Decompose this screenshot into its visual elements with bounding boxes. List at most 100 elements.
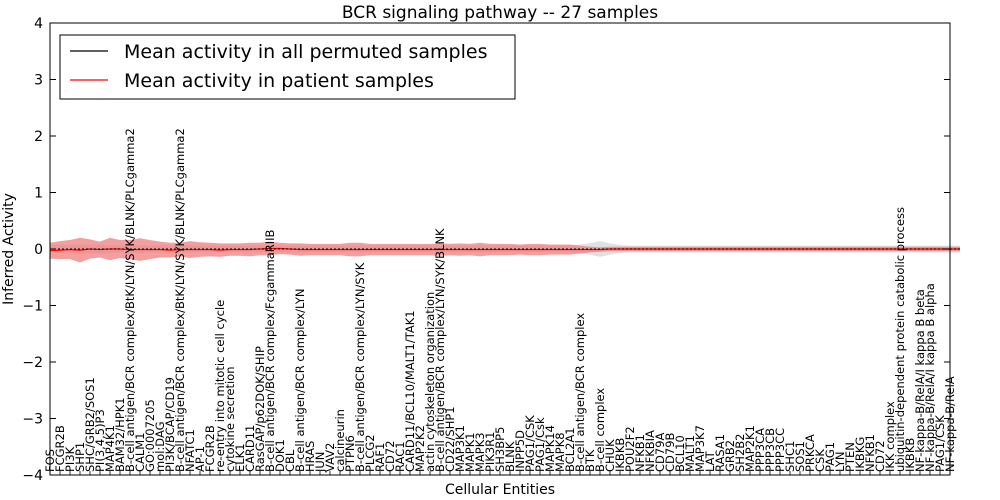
x-tick-label: SH3BP5 <box>493 427 507 472</box>
y-ticks: 4 3 2 1 0 −1 −2 −3 −4 <box>22 16 950 484</box>
x-tick-label: GRB2 <box>723 440 737 472</box>
x-tick-label: SOS1 <box>793 441 807 472</box>
y-tick-label: 1 <box>34 186 43 202</box>
x-tick-label: mol:DAG <box>153 421 167 472</box>
x-tick-label: B-cell antigen/BCR complex/BtK/LYN/SYK/B… <box>173 128 187 472</box>
x-tick-label: actin cytoskeleton organization <box>423 292 437 472</box>
x-tick-label: FCGR2B <box>53 425 67 472</box>
x-tick-label: BAM32/HPK1 <box>113 397 127 472</box>
x-tick-label: B-cell antigen/BCR complex/LYN/SYK/BLNK <box>433 228 447 472</box>
x-tick-label: CD79B <box>663 432 677 472</box>
x-tick-label: RAC1 <box>393 441 407 472</box>
x-tick-label: GO:0007205 <box>143 399 157 472</box>
x-tick-label: LYN <box>833 451 847 472</box>
x-tick-label: CSK <box>813 449 827 472</box>
x-tick-label: MAP3K7 <box>693 425 707 472</box>
x-tick-label: PIK3R1 <box>483 432 497 473</box>
y-tick-label: 0 <box>34 242 43 258</box>
x-tick-label: PTPN6 <box>343 435 357 472</box>
x-tick-label: BCL10 <box>673 435 687 472</box>
x-tick-label: PAG1/CSK <box>933 415 947 472</box>
x-tick-label: MAPK14 <box>543 425 557 472</box>
x-tick-label: PRKCA <box>803 434 817 472</box>
legend: Mean activity in all permuted samples Me… <box>59 34 516 100</box>
x-tick-label: PTEN <box>843 442 857 472</box>
x-tick-label: JUN <box>313 452 327 473</box>
x-tick-label: B-cell complex <box>593 388 607 472</box>
x-tick-label: CBL <box>283 449 297 472</box>
y-tick-label: −1 <box>22 299 43 315</box>
x-tick-label: LAT <box>703 450 717 472</box>
x-tick-label: MAP2K1 <box>743 425 757 472</box>
x-tick-label: cytokine secretion <box>223 366 237 472</box>
x-tick-label: NFKBIA <box>643 430 657 472</box>
chart-title: BCR signaling pathway -- 27 samples <box>342 3 658 23</box>
x-tick-label: SHC1 <box>783 441 797 472</box>
x-tick-label: MALT1 <box>683 435 697 472</box>
x-tick-label: IKK complex <box>883 401 897 472</box>
x-tick-label: CARD11/BCL10/MALT1/TAK1 <box>403 310 417 472</box>
y-tick-label: 3 <box>34 73 43 89</box>
x-tick-label: PI3K/BCAP/CD19 <box>163 377 177 472</box>
x-tick-label: SH2B2 <box>733 434 747 472</box>
x-tick-label: CD22/SHP1 <box>443 406 457 472</box>
x-tick-label: INPP5D <box>513 430 527 472</box>
x-tick-label: NF-kappa-B/RelA/I kappa B alpha <box>923 283 937 472</box>
x-tick-label: re-entry into mitotic cell cycle <box>213 300 227 472</box>
x-tick-label: PPP3CA <box>753 428 767 472</box>
legend-label-permuted: Mean activity in all permuted samples <box>124 41 487 63</box>
x-tick-label: NFKB1 <box>863 434 877 472</box>
x-tick-label: FCGR2B <box>203 425 217 472</box>
x-tick-label: NFKB1 <box>633 434 647 472</box>
x-tick-label: RasGAP/p62DOK/SHIP <box>253 346 267 472</box>
x-tick-label: MAP2K2 <box>413 425 427 472</box>
x-tick-label: SHC/GRB2/SOS1 <box>83 377 97 472</box>
x-tick-label: ubiquitin-dependent protein catabolic pr… <box>893 207 907 472</box>
x-tick-label: DOK1 <box>273 439 287 472</box>
x-tick-label: calcineurin <box>333 409 347 472</box>
x-tick-label: PPP3CC <box>773 428 787 472</box>
y-axis-label: Inferred Activity <box>1 193 17 305</box>
x-tick-label: B-cell antigen/BCR complex <box>573 313 587 472</box>
x-tick-label: CD72 <box>383 440 397 472</box>
x-tick-label: NF-kappa-B/RelA/I kappa B beta <box>913 289 927 472</box>
x-tick-label: CARD11 <box>243 425 257 472</box>
series-lines <box>49 247 960 252</box>
x-tick-label: RAF1 <box>373 443 387 472</box>
x-tick-label: NFATC1 <box>183 429 197 472</box>
y-tick-label: −2 <box>22 355 43 371</box>
x-tick-label: MAPK1 <box>463 432 477 472</box>
x-tick-label: PI(3,4,5)P3 <box>93 409 107 472</box>
x-tick-label: B-cell antigen/BCR complex/LYN <box>293 288 307 472</box>
y-tick-label: −4 <box>22 468 43 484</box>
x-tick-label: ELK1 <box>233 443 247 472</box>
x-tick-label: PLCG2 <box>363 434 377 472</box>
x-tick-label: MAPK8 <box>553 432 567 472</box>
x-tick-label: MAPK3 <box>473 432 487 472</box>
x-tick-label: AP-1 <box>193 446 207 472</box>
x-tick-label: PAG1 <box>823 442 837 472</box>
y-tick-label: 2 <box>34 129 43 145</box>
x-tick-label: MAP3K1 <box>453 425 467 472</box>
x-tick-label: PAG1/CSK <box>523 415 537 472</box>
x-tick-label: VAV2 <box>323 443 337 472</box>
x-tick-label: PI3K <box>63 446 77 472</box>
x-tick-label: BCL2A1 <box>563 427 577 472</box>
x-tick-label: SHP1 <box>73 442 87 472</box>
y-tick-label: 4 <box>34 16 43 32</box>
x-tick-label: CALM1 <box>133 432 147 472</box>
x-tick-label: MAP4K1 <box>103 425 117 472</box>
x-tick-label: CHUK <box>603 439 617 472</box>
x-tick-label: RASA1 <box>713 434 727 472</box>
x-tick-label: B-cell antigen/BCR complex/BtK/LYN/SYK/B… <box>123 128 137 472</box>
x-tick-labels: FOSFCGR2BPI3KSHP1SHC/GRB2/SOS1PI(3,4,5)P… <box>43 128 957 475</box>
x-axis-label: Cellular Entities <box>445 482 555 498</box>
line-patient-mean <box>49 247 960 252</box>
x-tick-label: CD72 <box>873 440 887 472</box>
x-tick-label: PPP3CB <box>763 428 777 472</box>
x-tick-label: HRAS <box>303 441 317 472</box>
x-tick-label: CD79A <box>653 432 667 472</box>
x-tick-label: B-cell antigen/BCR complex/LYN/SYK <box>353 262 367 472</box>
x-tick-label: POU2F2 <box>623 426 637 472</box>
